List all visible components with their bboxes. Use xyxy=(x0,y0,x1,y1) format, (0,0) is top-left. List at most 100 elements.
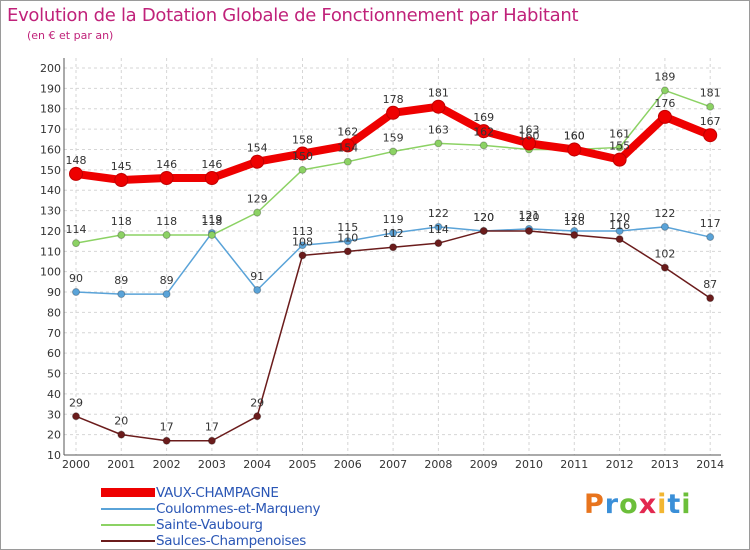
data-point xyxy=(434,239,443,248)
data-label: 120 xyxy=(564,211,585,224)
data-point xyxy=(343,157,352,166)
data-label: 148 xyxy=(66,154,87,167)
data-label: 150 xyxy=(292,150,313,163)
y-tick-label: 200 xyxy=(40,62,61,75)
logo-letter: r xyxy=(604,489,620,520)
legend-swatch-vaux-champagne xyxy=(101,488,155,497)
data-point xyxy=(72,288,80,297)
data-label: 163 xyxy=(519,123,540,136)
y-tick-label: 150 xyxy=(40,164,61,177)
data-label: 114 xyxy=(66,223,87,236)
data-label: 169 xyxy=(473,111,494,124)
data-point xyxy=(431,99,446,114)
data-point xyxy=(72,239,80,248)
data-label: 118 xyxy=(201,215,222,228)
logo-letter: P xyxy=(584,489,605,520)
data-label: 146 xyxy=(156,158,177,171)
data-point xyxy=(570,231,579,240)
data-point xyxy=(706,233,715,242)
y-tick-label: 100 xyxy=(40,266,61,279)
y-tick-label: 120 xyxy=(40,225,61,238)
data-point xyxy=(386,105,401,120)
y-tick-label: 80 xyxy=(47,306,61,319)
data-point xyxy=(660,263,669,272)
data-label: 119 xyxy=(201,213,222,226)
x-tick-label: 2006 xyxy=(334,458,362,471)
y-tick-label: 190 xyxy=(40,82,61,95)
data-label: 154 xyxy=(337,142,358,155)
y-tick-label: 90 xyxy=(47,286,61,299)
data-label: 114 xyxy=(428,223,449,236)
data-point xyxy=(295,146,310,161)
data-point xyxy=(159,170,174,185)
data-point xyxy=(389,243,398,252)
plot-area xyxy=(64,58,721,455)
data-point xyxy=(250,154,265,169)
data-label: 145 xyxy=(111,160,132,173)
data-point xyxy=(117,430,126,439)
data-label: 91 xyxy=(250,270,264,283)
x-tick-label: 2012 xyxy=(606,458,634,471)
data-label: 108 xyxy=(292,235,313,248)
data-label: 116 xyxy=(609,219,630,232)
legend-swatch-saulces xyxy=(101,540,155,542)
data-label: 181 xyxy=(700,87,721,100)
logo-letter: o xyxy=(619,489,639,520)
data-point xyxy=(298,241,307,250)
logo-letter: i xyxy=(681,489,692,520)
data-point xyxy=(114,173,129,188)
logo-letter: x xyxy=(638,489,658,520)
data-label: 115 xyxy=(337,221,358,234)
data-label: 163 xyxy=(428,123,449,136)
data-point xyxy=(343,237,352,246)
data-label: 162 xyxy=(473,125,494,138)
data-label: 146 xyxy=(201,158,222,171)
data-point xyxy=(69,166,83,181)
y-tick-label: 60 xyxy=(47,347,61,360)
data-label: 160 xyxy=(564,129,585,142)
x-tick-label: 2010 xyxy=(515,458,543,471)
data-point xyxy=(479,226,488,235)
y-tick-label: 140 xyxy=(40,184,61,197)
data-label: 20 xyxy=(114,415,128,428)
data-point xyxy=(343,247,352,256)
data-label: 181 xyxy=(428,87,449,100)
data-label: 120 xyxy=(609,211,630,224)
data-label: 17 xyxy=(160,421,174,434)
data-label: 90 xyxy=(69,272,83,285)
legend-swatch-coulommes xyxy=(101,508,155,510)
x-tick-label: 2001 xyxy=(107,458,135,471)
data-label: 129 xyxy=(247,193,268,206)
data-label: 158 xyxy=(292,134,313,147)
y-tick-label: 10 xyxy=(47,449,61,462)
data-point xyxy=(522,136,536,151)
data-point xyxy=(479,141,488,150)
data-point xyxy=(117,231,126,240)
data-label: 162 xyxy=(337,125,358,138)
data-label: 113 xyxy=(292,225,313,238)
x-tick-label: 2000 xyxy=(62,458,90,471)
data-point xyxy=(162,290,171,299)
data-point xyxy=(434,222,443,231)
data-label: 167 xyxy=(700,115,721,128)
y-tick-label: 180 xyxy=(40,103,61,116)
proxiti-logo: Proxiti xyxy=(584,489,692,520)
data-point xyxy=(660,222,669,231)
y-tick-label: 130 xyxy=(40,205,61,218)
data-label: 122 xyxy=(654,207,675,220)
data-label: 89 xyxy=(114,274,128,287)
x-tick-label: 2005 xyxy=(289,458,317,471)
legend-label: VAUX-CHAMPAGNE xyxy=(156,485,279,501)
data-point xyxy=(612,152,627,167)
data-label: 176 xyxy=(654,97,675,110)
data-point xyxy=(207,436,216,445)
y-tick-label: 70 xyxy=(47,327,61,340)
data-label: 120 xyxy=(473,211,494,224)
data-label: 118 xyxy=(564,215,585,228)
data-label: 87 xyxy=(703,278,717,291)
data-point xyxy=(615,235,624,244)
data-label: 102 xyxy=(654,248,675,261)
data-label: 89 xyxy=(160,274,174,287)
